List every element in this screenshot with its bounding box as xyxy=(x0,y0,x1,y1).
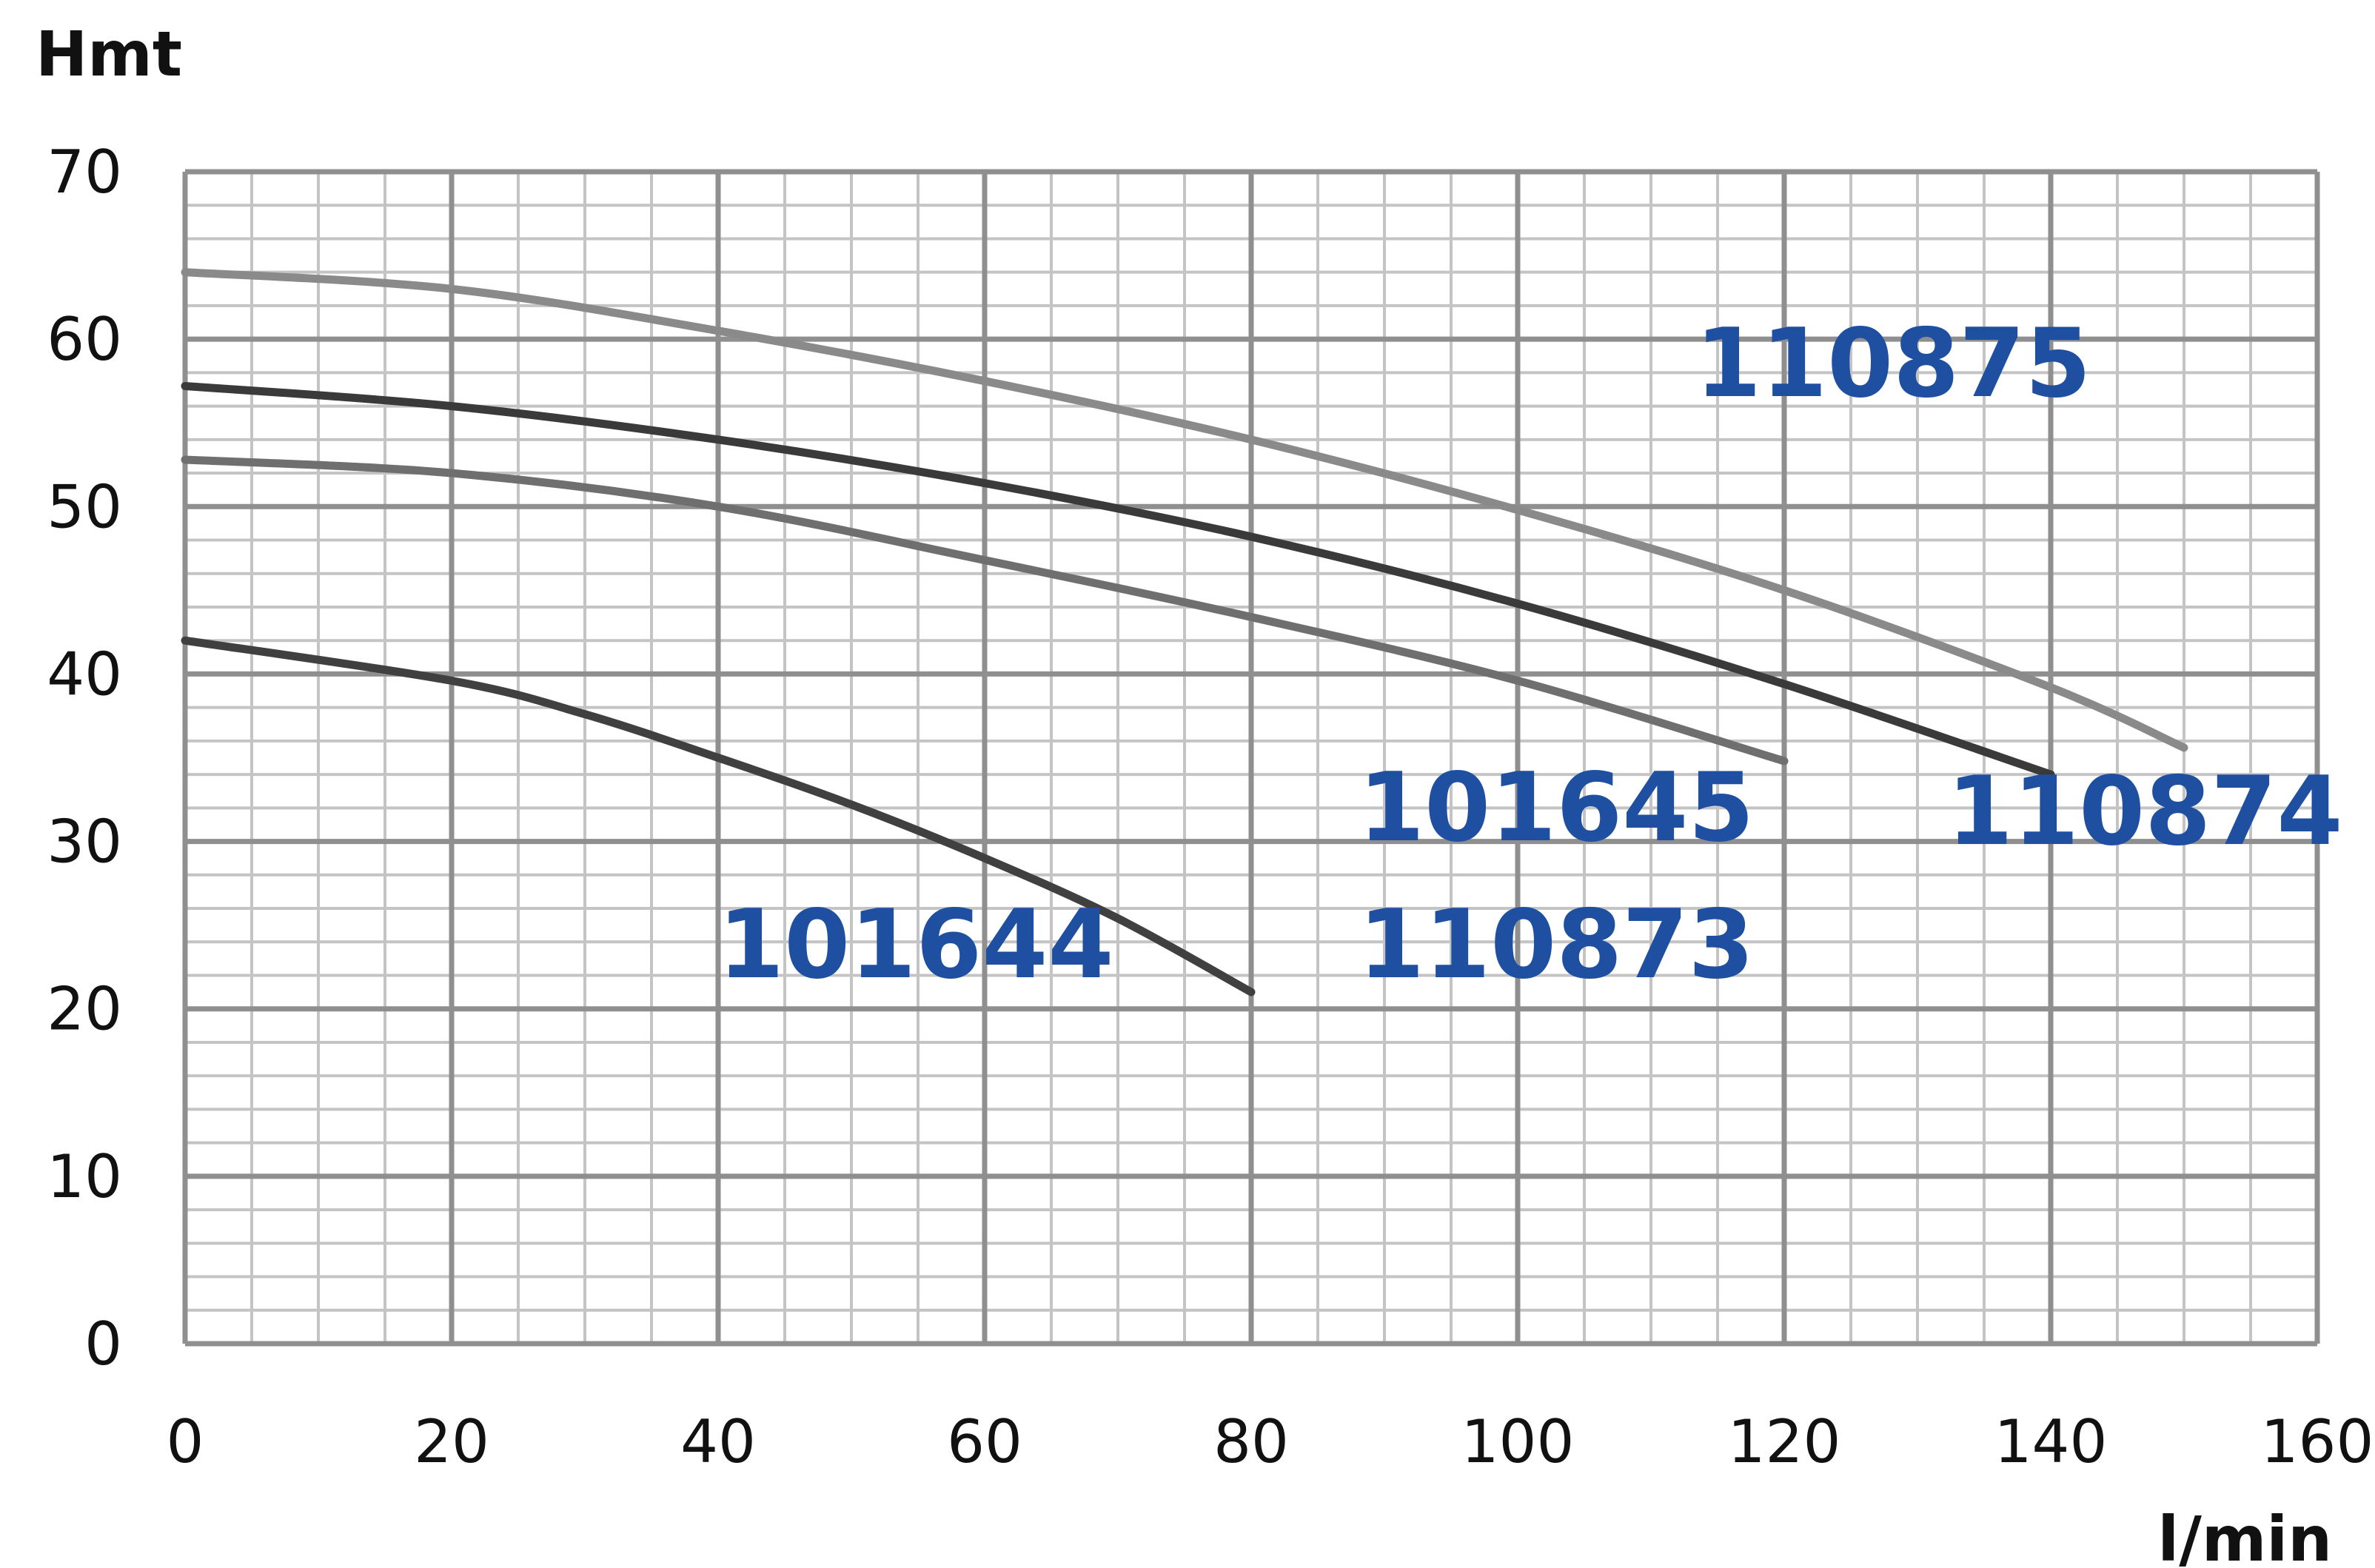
y-tick-label: 20 xyxy=(47,975,122,1044)
series-line-101645 xyxy=(181,455,1789,765)
y-axis-title: Hmt xyxy=(36,18,182,90)
x-tick-label: 100 xyxy=(1461,1407,1575,1476)
series-label-110875: 110875 xyxy=(1695,309,2091,419)
series-label-110873: 110873 xyxy=(1359,890,1754,1000)
x-tick-label: 120 xyxy=(1728,1407,1841,1476)
x-tick-label: 160 xyxy=(2261,1407,2374,1476)
y-tick-label: 50 xyxy=(47,472,122,541)
y-tick-label: 0 xyxy=(84,1310,122,1378)
y-tick-label: 40 xyxy=(47,640,122,708)
series-label-101644: 101644 xyxy=(718,890,1113,1000)
x-axis-title: l/min xyxy=(2157,1503,2332,1568)
x-tick-label: 140 xyxy=(1994,1407,2108,1476)
x-tick-label: 60 xyxy=(947,1407,1022,1476)
x-tick-label: 20 xyxy=(414,1407,489,1476)
x-tick-label: 80 xyxy=(1213,1407,1289,1476)
series-line-110875 xyxy=(181,268,2188,752)
y-tick-label: 30 xyxy=(47,808,122,877)
series-line-110874 xyxy=(181,381,2055,779)
x-tick-label: 40 xyxy=(680,1407,756,1476)
series-label-101645: 101645 xyxy=(1359,753,1754,863)
y-tick-label: 60 xyxy=(47,305,122,374)
x-tick-label: 0 xyxy=(167,1407,204,1476)
y-tick-label: 10 xyxy=(47,1142,122,1211)
series-line-101644 xyxy=(181,636,1256,996)
y-axis-ticks: 0 10 20 30 40 50 60 70 xyxy=(47,138,122,1378)
series-label-110874: 110874 xyxy=(1947,757,2342,867)
y-tick-label: 70 xyxy=(47,138,122,207)
major-gridlines xyxy=(182,169,2320,1347)
series-lines xyxy=(181,268,2188,996)
x-axis-ticks: 0 20 40 60 80 100 120 140 160 xyxy=(167,1407,2374,1476)
